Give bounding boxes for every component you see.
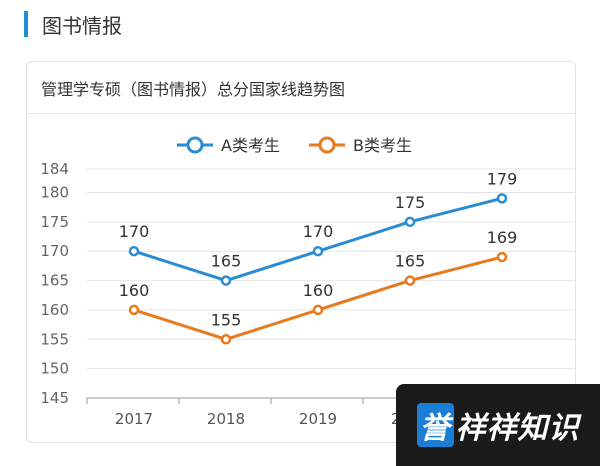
y-tick-label: 170: [40, 242, 69, 260]
data-point: [128, 304, 140, 316]
data-label: 160: [303, 281, 334, 300]
chart-card-title: 管理学专硕（图书情报）总分国家线趋势图: [41, 80, 346, 99]
y-tick-label: 155: [40, 330, 69, 348]
card-divider: [27, 113, 575, 114]
legend-label: B类考生: [353, 136, 412, 155]
y-tick-label: 175: [40, 213, 69, 231]
watermark-logo: 誉 祥祥知识: [396, 384, 600, 466]
watermark-logo-text: 祥祥知识: [455, 411, 580, 446]
section-title: 图书情报: [42, 13, 122, 38]
watermark-logo-mark: 誉: [416, 403, 454, 447]
data-label: 175: [395, 193, 426, 212]
y-tick-label: 160: [40, 301, 69, 319]
data-point: [220, 334, 232, 345]
y-tick-label: 180: [40, 183, 69, 201]
data-point: [404, 216, 416, 228]
data-point: [128, 245, 140, 257]
data-label: 169: [487, 228, 518, 247]
legend-swatch-marker: [186, 136, 204, 154]
data-point: [496, 193, 508, 204]
data-point: [312, 304, 324, 316]
x-tick-label: 2019: [299, 410, 337, 428]
line-chart: 1451501551601651701751801842017201820192…: [40, 136, 575, 428]
y-tick-label: 145: [40, 389, 69, 407]
section-accent-bar: [24, 11, 28, 37]
data-label: 165: [395, 252, 426, 271]
data-point: [496, 251, 508, 263]
y-tick-label: 150: [40, 360, 69, 378]
x-tick-label: 2018: [207, 410, 245, 428]
data-point: [312, 245, 324, 257]
legend-swatch-marker: [318, 136, 336, 154]
data-label: 170: [303, 222, 334, 241]
y-tick-label: 165: [40, 272, 69, 290]
section-header: 图书情报: [24, 6, 122, 42]
data-label: 179: [487, 169, 518, 188]
legend-label: A类考生: [221, 136, 280, 155]
data-point: [220, 275, 232, 286]
data-label: 155: [211, 310, 242, 329]
y-tick-label: 184: [40, 160, 69, 178]
data-label: 160: [119, 281, 150, 300]
data-point: [404, 275, 416, 286]
x-tick-label: 2017: [115, 410, 153, 428]
chart-card: 管理学专硕（图书情报）总分国家线趋势图 145 150 155 160 165 170 17…: [26, 61, 576, 443]
data-label: 170: [119, 222, 150, 241]
data-label: 165: [211, 252, 242, 271]
